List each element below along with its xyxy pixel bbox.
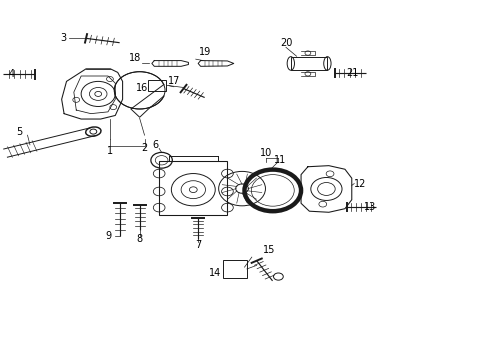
Text: 8: 8 [136,234,142,244]
Text: 14: 14 [209,267,221,278]
Text: 19: 19 [199,46,211,57]
Bar [290,57,327,70]
Text: 16: 16 [136,83,148,93]
Text: 5: 5 [16,127,22,136]
Text: 20: 20 [279,38,291,48]
Text: 10: 10 [259,148,271,158]
Text: 9: 9 [105,231,111,240]
Text: 11: 11 [273,155,285,165]
Text: 18: 18 [128,53,141,63]
Bar [222,260,246,278]
Text: 3: 3 [60,33,66,43]
Text: 15: 15 [262,245,275,255]
Text: 7: 7 [195,240,201,250]
Text: 13: 13 [364,202,376,212]
Text: 17: 17 [167,76,180,86]
Text: 12: 12 [354,179,366,189]
Bar [159,161,227,215]
Text: 4: 4 [8,69,15,79]
Text: 2: 2 [141,143,147,153]
Text: 1: 1 [107,146,113,156]
Bar [148,80,166,91]
Text: 21: 21 [346,68,358,78]
Text: 6: 6 [152,140,159,150]
